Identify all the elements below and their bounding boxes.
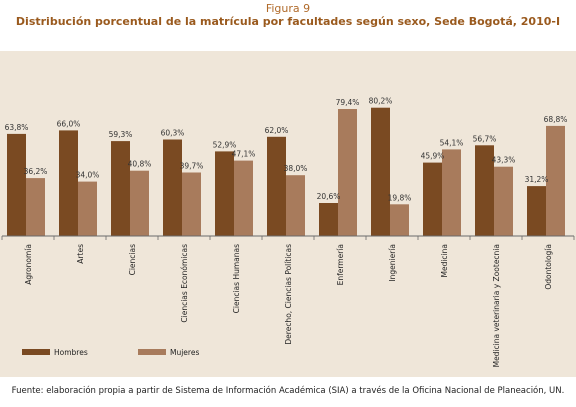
bar-mujeres-9 bbox=[494, 166, 513, 236]
bar-mujeres-1 bbox=[78, 181, 97, 236]
bar-hombres-7 bbox=[371, 107, 390, 236]
bar-mujeres-10 bbox=[546, 125, 565, 236]
bar-hombres-10 bbox=[527, 186, 546, 236]
bar-chart: 63,8% 36,2% 66,0% 34,0% 59,3% 40,8% 60,3% 39,7%… bbox=[1, 97, 575, 367]
bar-value-label-hombres-6: 20,6% bbox=[317, 192, 341, 201]
legend-swatch-hombres bbox=[22, 349, 50, 355]
bar-value-label-hombres-2: 59,3% bbox=[109, 130, 133, 139]
bar-value-label-mujeres-2: 40,8% bbox=[128, 160, 152, 169]
legend-swatch-mujeres bbox=[138, 349, 166, 355]
bar-value-label-hombres-10: 31,2% bbox=[525, 175, 549, 184]
category-label-3: Ciencias Económicas bbox=[180, 244, 189, 323]
category-label-10: Odontología bbox=[544, 244, 553, 290]
category-label-9: Medicina veterinaria y Zootecnia bbox=[492, 244, 501, 367]
category-label-7: Ingeniería bbox=[388, 244, 397, 282]
bar-value-label-hombres-0: 63,8% bbox=[5, 123, 29, 132]
chart-title: Distribución porcentual de la matrícula … bbox=[15, 15, 561, 28]
bar-mujeres-4 bbox=[234, 160, 253, 236]
category-label-1: Artes bbox=[76, 244, 85, 264]
bar-hombres-0 bbox=[7, 133, 26, 236]
bar-value-label-mujeres-7: 19,8% bbox=[388, 193, 412, 202]
category-label-8: Medicina bbox=[440, 244, 449, 278]
bar-hombres-5 bbox=[267, 136, 286, 236]
bar-hombres-8 bbox=[423, 162, 442, 236]
bar-value-label-mujeres-0: 36,2% bbox=[24, 167, 48, 176]
category-label-4: Ciencias Humanas bbox=[232, 244, 241, 313]
bar-value-label-hombres-9: 56,7% bbox=[473, 134, 497, 143]
bars-group bbox=[7, 107, 565, 236]
bar-labels-group: 63,8% 36,2% 66,0% 34,0% 59,3% 40,8% 60,3% 39,7%… bbox=[5, 97, 568, 203]
bar-value-label-hombres-8: 45,9% bbox=[421, 152, 445, 161]
bar-mujeres-0 bbox=[26, 178, 45, 236]
bar-hombres-9 bbox=[475, 145, 494, 236]
bar-value-label-mujeres-10: 68,8% bbox=[544, 115, 568, 124]
bar-value-label-mujeres-1: 34,0% bbox=[76, 171, 100, 180]
category-label-0: Agronomía bbox=[24, 244, 33, 285]
bar-mujeres-5 bbox=[286, 175, 305, 236]
bar-value-label-hombres-5: 62,0% bbox=[265, 126, 289, 135]
category-labels-group: Agronomía Artes Ciencias Ciencias Económica… bbox=[24, 244, 553, 367]
bar-value-label-hombres-3: 60,3% bbox=[161, 129, 185, 138]
legend-label-hombres: Hombres bbox=[54, 348, 88, 357]
source-note: Fuente: elaboración propia a partir de S… bbox=[11, 386, 565, 396]
bar-hombres-4 bbox=[215, 151, 234, 236]
bar-value-label-mujeres-9: 43,3% bbox=[492, 156, 516, 165]
bar-mujeres-8 bbox=[442, 149, 461, 236]
category-label-2: Ciencias bbox=[128, 244, 137, 275]
bar-value-label-hombres-4: 52,9% bbox=[213, 140, 237, 149]
bar-hombres-1 bbox=[59, 130, 78, 236]
bar-value-label-mujeres-5: 38,0% bbox=[284, 164, 308, 173]
chart-panel: 63,8% 36,2% 66,0% 34,0% 59,3% 40,8% 60,3% 39,7%… bbox=[0, 51, 576, 377]
category-label-6: Enfermería bbox=[336, 244, 345, 285]
bar-mujeres-3 bbox=[182, 172, 201, 236]
bar-value-label-hombres-7: 80,2% bbox=[369, 97, 393, 106]
bar-value-label-mujeres-3: 39,7% bbox=[180, 162, 204, 171]
category-label-5: Derecho, Ciencias Políticas bbox=[284, 244, 293, 345]
bar-value-label-mujeres-6: 79,4% bbox=[336, 98, 360, 107]
legend: Hombres Mujeres bbox=[22, 348, 199, 357]
bar-value-label-hombres-1: 66,0% bbox=[57, 119, 81, 128]
bar-mujeres-7 bbox=[390, 204, 409, 236]
figure-label: Figura 9 bbox=[265, 2, 311, 15]
bar-mujeres-6 bbox=[338, 109, 357, 236]
bar-hombres-2 bbox=[111, 141, 130, 236]
bar-value-label-mujeres-4: 47,1% bbox=[232, 150, 256, 159]
x-axis-ticks bbox=[1, 236, 575, 240]
bar-value-label-mujeres-8: 54,1% bbox=[440, 138, 464, 147]
bar-hombres-6 bbox=[319, 203, 338, 236]
bar-mujeres-2 bbox=[130, 170, 149, 236]
legend-label-mujeres: Mujeres bbox=[170, 348, 199, 357]
bar-hombres-3 bbox=[163, 139, 182, 236]
